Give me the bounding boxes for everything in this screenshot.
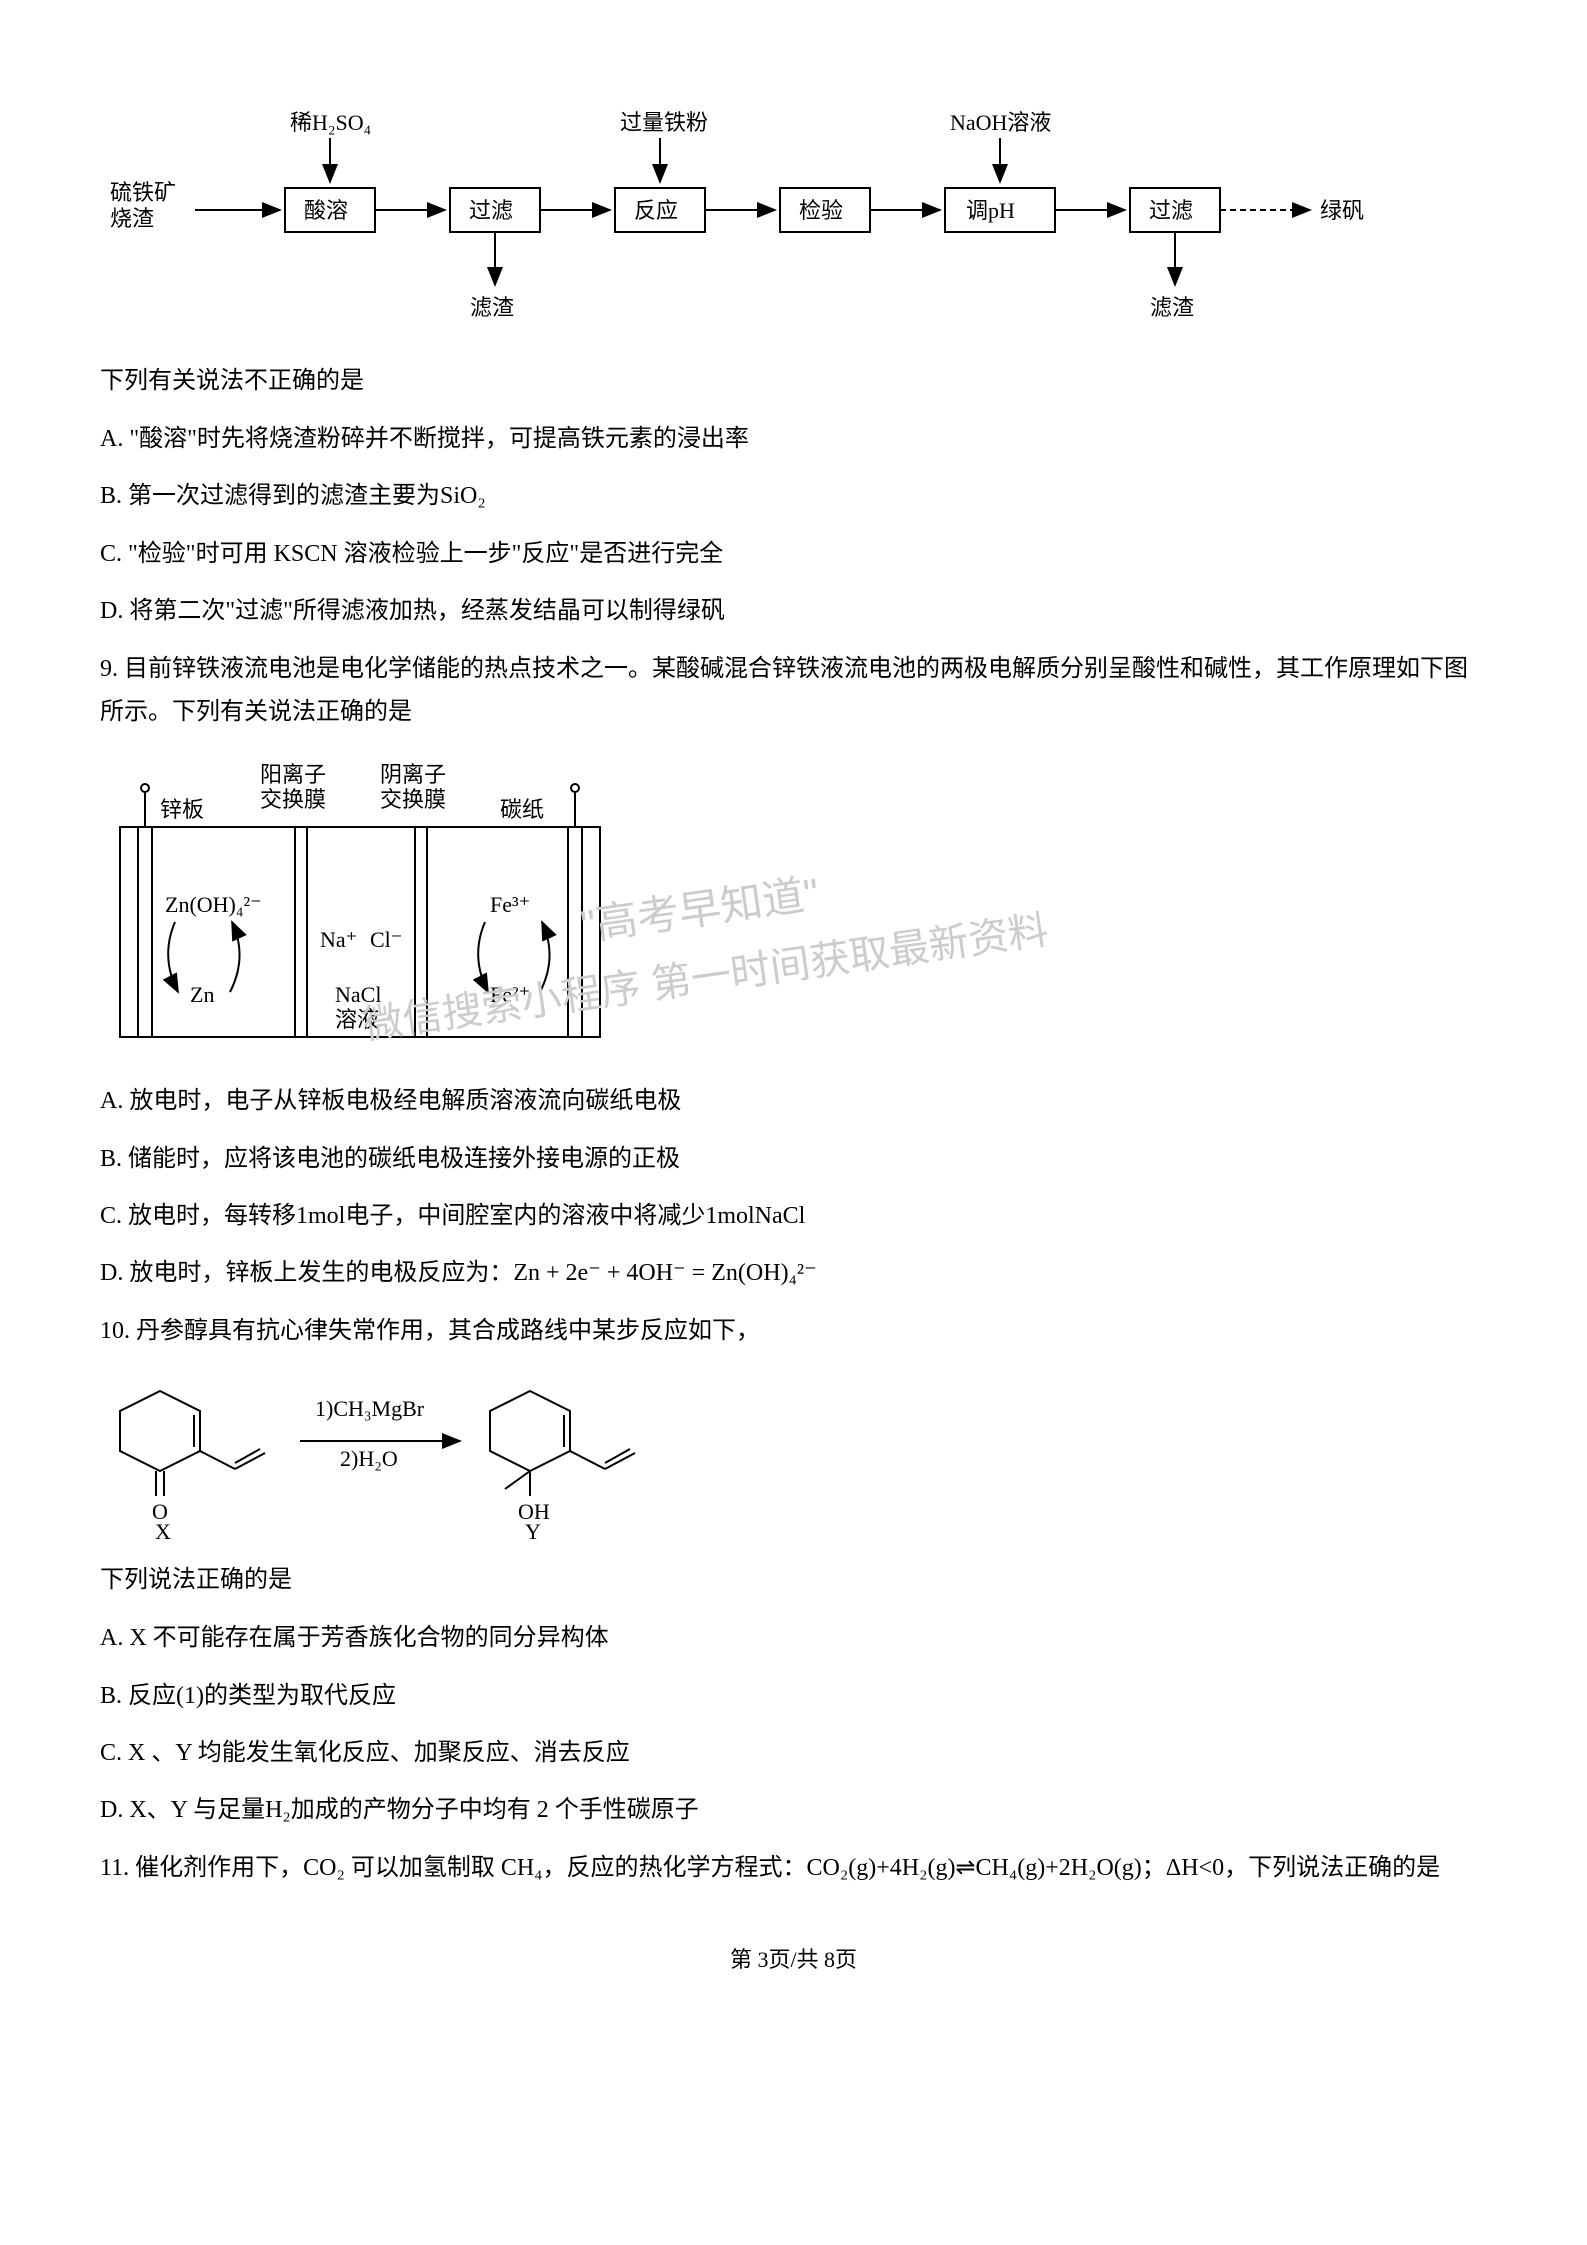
flow-box-5: 过滤 xyxy=(1149,198,1193,223)
q10-option-c: C. X 、Y 均能发生氧化反应、加聚反应、消去反应 xyxy=(100,1732,1487,1775)
svg-text:溶液: 溶液 xyxy=(335,1007,379,1032)
svg-text:阳离子: 阳离子 xyxy=(260,762,326,787)
flowchart-diagram: 稀H₂SO₄ 过量铁粉 NaOH溶液 硫铁矿 烧渣 酸溶 过滤 反应 检验 调p… xyxy=(100,100,1487,330)
residue-2: 滤渣 xyxy=(1150,295,1194,320)
chem-reaction-diagram: O X 1)CH₃MgBr 2)H₂O OH Y xyxy=(100,1371,1487,1541)
q9-option-c: C. 放电时，每转移1mol电子，中间腔室内的溶液中将减少1molNaCl xyxy=(100,1195,1487,1238)
q9-stem: 9. 目前锌铁液流电池是电化学储能的热点技术之一。某酸碱混合锌铁液流电池的两极电… xyxy=(100,648,1487,734)
flow-box-3: 检验 xyxy=(799,198,843,223)
carbon-label: 碳纸 xyxy=(500,797,544,822)
reagent-1: 稀H₂SO₄ xyxy=(290,110,371,135)
q10-option-b: B. 反应(1)的类型为取代反应 xyxy=(100,1675,1487,1718)
flow-output: 绿矾 xyxy=(1320,198,1364,223)
q8-option-a: A. "酸溶"时先将烧渣粉碎并不断搅拌，可提高铁元素的浸出率 xyxy=(100,418,1487,461)
reagent-2: 过量铁粉 xyxy=(620,110,708,135)
q10-option-a: A. X 不可能存在属于芳香族化合物的同分异构体 xyxy=(100,1617,1487,1660)
flow-box-1: 过滤 xyxy=(469,198,513,223)
q11-stem: 11. 催化剂作用下，CO₂ 可以加氢制取 CH₄，反应的热化学方程式：CO₂(… xyxy=(100,1847,1487,1890)
q9-option-d: D. 放电时，锌板上发生的电极反应为：Zn + 2e⁻ + 4OH⁻ = Zn(… xyxy=(100,1252,1487,1295)
svg-text:交换膜: 交换膜 xyxy=(380,787,446,812)
zn-label: Zn xyxy=(190,982,214,1007)
q10-option-d: D. X、Y 与足量H₂加成的产物分子中均有 2 个手性碳原子 xyxy=(100,1789,1487,1832)
cl-label: Cl⁻ xyxy=(370,927,402,952)
chem-Y: Y xyxy=(525,1519,541,1541)
svg-text:烧渣: 烧渣 xyxy=(110,206,154,231)
flow-box-2: 反应 xyxy=(634,198,678,223)
q8-option-c: C. "检验"时可用 KSCN 溶液检验上一步"反应"是否进行完全 xyxy=(100,533,1487,576)
na-label: Na⁺ xyxy=(320,927,357,952)
residue-1: 滤渣 xyxy=(470,295,514,320)
battery-diagram: "高考早知道" 微信搜索小程序 第一时间获取最新资料 锌板 阳离子 交换膜 阴离… xyxy=(100,752,1487,1062)
znoh-label: Zn(OH)₄²⁻ xyxy=(165,892,262,917)
zn-plate-label: 锌板 xyxy=(160,797,204,822)
q9-option-b: B. 储能时，应将该电池的碳纸电极连接外接电源的正极 xyxy=(100,1138,1487,1181)
flow-input: 硫铁矿 xyxy=(110,180,176,205)
q9-option-a: A. 放电时，电子从锌板电极经电解质溶液流向碳纸电极 xyxy=(100,1080,1487,1123)
flow-box-0: 酸溶 xyxy=(304,198,348,223)
page-footer: 第 3页/共 8页 xyxy=(100,1940,1487,1980)
fe3-label: Fe³⁺ xyxy=(490,892,530,917)
q8-option-d: D. 将第二次"过滤"所得滤液加热，经蒸发结晶可以制得绿矾 xyxy=(100,590,1487,633)
q8-stem: 下列有关说法不正确的是 xyxy=(100,360,1487,403)
svg-text:交换膜: 交换膜 xyxy=(260,787,326,812)
svg-text:阴离子: 阴离子 xyxy=(380,762,446,787)
reagent-2-label: 2)H₂O xyxy=(340,1446,398,1471)
q10-stem: 10. 丹参醇具有抗心律失常作用，其合成路线中某步反应如下， xyxy=(100,1310,1487,1353)
reagent-3: NaOH溶液 xyxy=(950,110,1051,135)
svg-text:NaCl: NaCl xyxy=(335,982,381,1007)
chem-X: X xyxy=(155,1519,171,1541)
fe2-label: Fe²⁺ xyxy=(490,982,530,1007)
q10-stem2: 下列说法正确的是 xyxy=(100,1559,1487,1602)
reagent-1-label: 1)CH₃MgBr xyxy=(315,1396,425,1421)
flow-box-4: 调pH xyxy=(966,198,1015,223)
q8-option-b: B. 第一次过滤得到的滤渣主要为SiO₂ xyxy=(100,475,1487,518)
